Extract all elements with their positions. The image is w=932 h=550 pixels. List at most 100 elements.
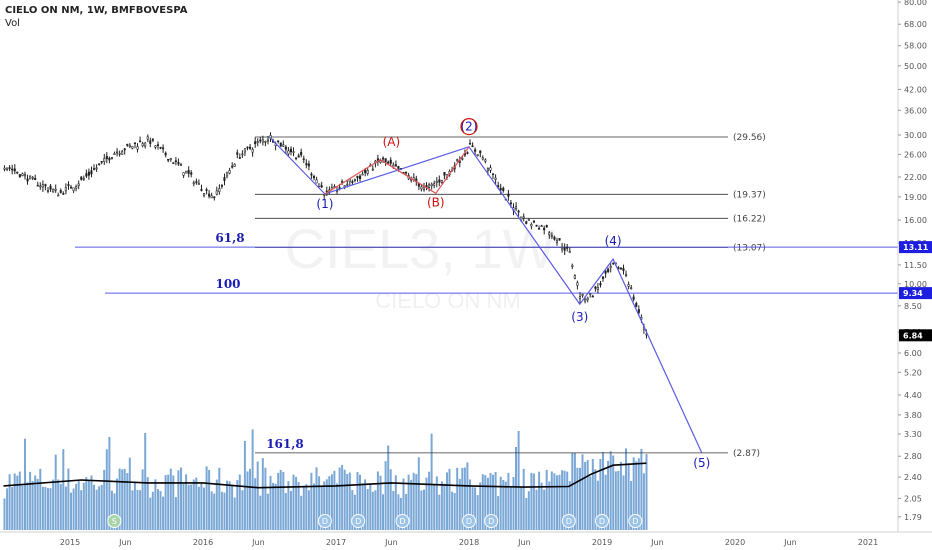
candle-body (494, 177, 497, 180)
candle-body (80, 176, 83, 180)
candle-body (26, 178, 29, 182)
candle-body (167, 159, 170, 161)
volume-bar (213, 493, 216, 530)
candle-body (231, 165, 234, 168)
candle-body (179, 164, 182, 166)
volume-bar (481, 474, 484, 530)
volume-bar (57, 479, 60, 530)
price-tick-label: 11.50 (904, 261, 927, 270)
price-tick-label: 8.50 (904, 302, 922, 311)
price-tick-label: 26.00 (904, 150, 927, 159)
candle-body (108, 157, 111, 161)
candle-body (151, 138, 154, 141)
candle-body (630, 287, 633, 290)
candle-body (139, 140, 142, 143)
candle-body (21, 173, 24, 177)
candle-body (601, 276, 605, 279)
candle-body (205, 189, 208, 191)
candle-body (491, 173, 495, 175)
candle-body (87, 171, 90, 176)
volume-bar (479, 482, 482, 530)
candle-body (200, 189, 203, 191)
volume-bar (144, 433, 147, 530)
candle-body (62, 193, 65, 195)
candle-body (364, 169, 367, 174)
candle-body (289, 148, 293, 153)
volume-bar (49, 488, 52, 530)
volume-bar (589, 476, 592, 530)
volume-bar (190, 484, 193, 530)
candle-body (323, 194, 326, 196)
event-marker-label: D (399, 517, 405, 526)
candle-body (632, 296, 635, 300)
volume-bar (338, 467, 341, 530)
volume-bar (520, 487, 523, 530)
volume-bar (261, 458, 264, 530)
volume-bar (512, 477, 515, 530)
volume-bar (463, 467, 466, 530)
volume-bar (220, 491, 223, 530)
volume-bar (474, 487, 477, 530)
candle-body (238, 157, 241, 159)
candle-body (16, 171, 19, 174)
volume-ma-line (3, 462, 647, 489)
candle-body (72, 187, 75, 191)
volume-bar (203, 487, 205, 530)
candle-body (481, 157, 484, 160)
price-tick-label: 2.40 (904, 473, 922, 482)
candle-body (535, 224, 538, 227)
candle-body (182, 172, 185, 176)
volume-bar (499, 476, 502, 530)
volume-bar (123, 468, 126, 530)
volume-bar (632, 457, 635, 530)
candle-body (264, 141, 267, 143)
candle-body (404, 171, 408, 174)
candle-body (11, 168, 14, 171)
candle-body (44, 184, 47, 187)
price-axis[interactable]: 1.792.052.402.803.303.804.405.206.007.00… (897, 0, 927, 532)
candle-body (622, 268, 625, 271)
candle-body (607, 268, 610, 273)
volume-bar (596, 480, 599, 530)
candle-body (13, 168, 16, 172)
candle-body (320, 185, 323, 188)
volume-bar (627, 463, 630, 530)
candle-body (302, 158, 305, 161)
time-tick-label: 2015 (60, 538, 80, 547)
chart-title: CIELO ON NM, 1W, BMFBOVESPA (5, 5, 188, 16)
volume-bar (185, 474, 188, 530)
volume-bar (174, 497, 177, 530)
volume-bar (369, 483, 372, 530)
volume-bar (359, 474, 361, 530)
time-axis[interactable]: 2015 Jun 2016 Jun 2017 Jun 2018 Jun 2019 Jun 2020 J… (0, 531, 932, 547)
volume-bar (159, 491, 162, 530)
volume-bar (290, 491, 292, 530)
volume-bar (59, 484, 62, 530)
volume-bar (563, 470, 566, 530)
fib-level-label: (29.56) (733, 133, 766, 143)
volume-bar (553, 473, 556, 530)
candle-body (210, 195, 213, 199)
volume-bar (402, 478, 405, 530)
volume-bar (249, 468, 251, 530)
volume-bar (351, 490, 354, 530)
volume-bar (486, 477, 489, 530)
fib-level-label: (2.87) (733, 449, 760, 459)
candle-body (461, 158, 464, 160)
volume-bar (13, 473, 16, 530)
candle-body (133, 142, 136, 144)
volume-bar (364, 479, 367, 530)
candle-body (318, 183, 321, 187)
volume-bar (435, 476, 438, 530)
candle-body (77, 183, 80, 186)
candle-body (185, 170, 188, 174)
candle-body (41, 184, 44, 188)
volume-bar (62, 449, 65, 530)
price-tag-label: 9.34 (903, 289, 923, 298)
volume-bar (405, 493, 408, 530)
candle-body (356, 175, 359, 179)
event-marker (395, 514, 410, 528)
candle-body (410, 178, 413, 181)
volume-bar (287, 481, 290, 530)
